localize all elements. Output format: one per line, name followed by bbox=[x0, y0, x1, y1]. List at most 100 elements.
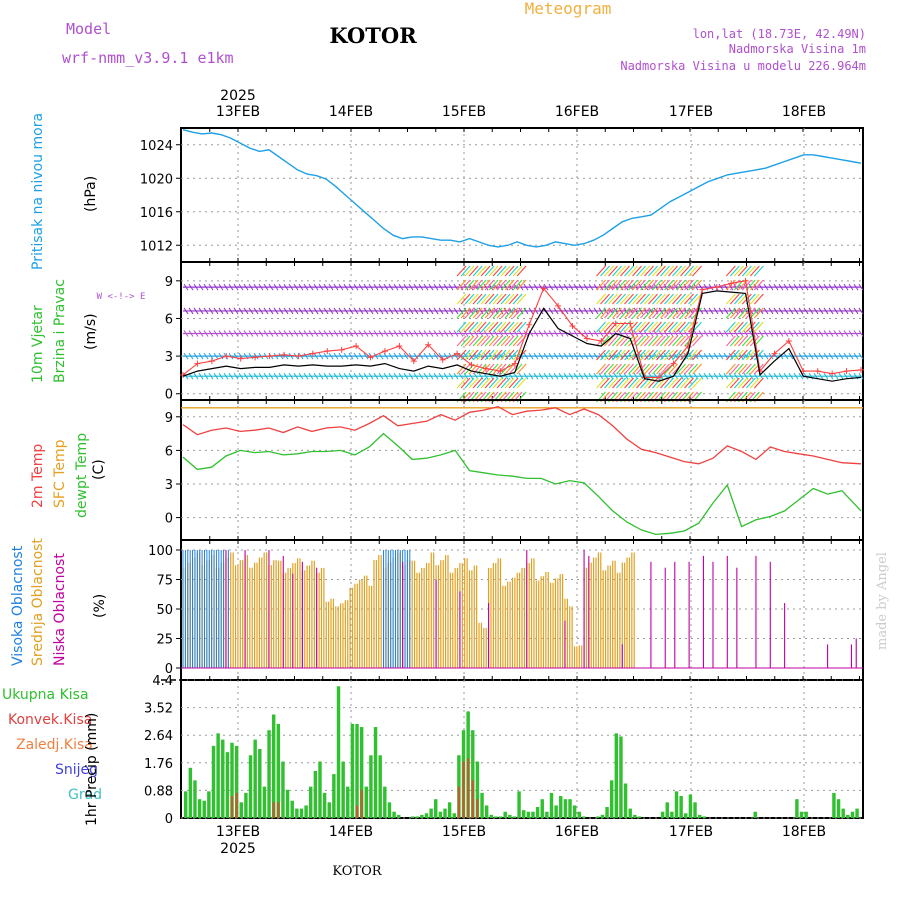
meteogram-title: Meteogram bbox=[525, 0, 612, 18]
precip-bar bbox=[212, 746, 215, 818]
wind-storm-hatch bbox=[477, 294, 486, 304]
wind-storm-hatch bbox=[633, 378, 642, 388]
wind-storm-hatch bbox=[613, 378, 622, 388]
wind-storm-hatch bbox=[617, 266, 626, 276]
wind-storm-hatch bbox=[621, 294, 630, 304]
wind-storm-hatch bbox=[625, 294, 634, 304]
wind-storm-hatch bbox=[645, 266, 654, 276]
wind-storm-hatch bbox=[493, 336, 502, 346]
wind-ytick-label: 3 bbox=[165, 350, 173, 365]
wind-storm-hatch bbox=[457, 322, 466, 332]
wind-storm-hatch bbox=[625, 266, 634, 276]
wind-direction-legend: W <-!-> E bbox=[97, 292, 146, 302]
precip-bar bbox=[420, 815, 423, 818]
wind-storm-hatch bbox=[621, 266, 630, 276]
wind-storm-hatch bbox=[633, 322, 642, 332]
precip-bar bbox=[304, 805, 307, 818]
temp2m-title: 2m Temp bbox=[30, 444, 46, 508]
wind-storm-hatch bbox=[621, 280, 630, 290]
bottom-year: 2025 bbox=[220, 841, 256, 857]
precip-bar bbox=[531, 812, 534, 818]
precip-bar bbox=[240, 802, 243, 818]
wind-storm-hatch bbox=[601, 294, 610, 304]
wind-storm-hatch bbox=[681, 294, 690, 304]
wind-storm-hatch bbox=[730, 266, 739, 276]
wind-storm-hatch bbox=[669, 336, 678, 346]
wind-storm-hatch bbox=[754, 266, 763, 276]
wind-storm-hatch bbox=[601, 364, 610, 374]
precip-bar bbox=[578, 812, 581, 818]
wind-storm-hatch bbox=[649, 266, 658, 276]
temp-ytick-label: 6 bbox=[165, 444, 173, 459]
precip-bar bbox=[513, 816, 516, 818]
wind-storm-hatch bbox=[597, 350, 606, 360]
wind-storm-hatch bbox=[513, 322, 522, 332]
wind-storm-hatch bbox=[517, 322, 526, 332]
wind-storm-hatch bbox=[617, 336, 626, 346]
precip-bar bbox=[601, 815, 604, 818]
wind-storm-hatch bbox=[689, 294, 698, 304]
wind-storm-hatch bbox=[673, 308, 682, 318]
wind-storm-hatch bbox=[746, 266, 755, 276]
wind-storm-hatch bbox=[601, 266, 610, 276]
wind-storm-hatch bbox=[457, 294, 466, 304]
conv-precip-bar bbox=[476, 799, 478, 818]
wind-storm-hatch bbox=[461, 322, 470, 332]
wind-storm-hatch bbox=[457, 336, 466, 346]
precip-bar bbox=[855, 809, 858, 818]
wind-storm-hatch bbox=[665, 378, 674, 388]
wind-storm-hatch bbox=[597, 294, 606, 304]
wind-storm-hatch bbox=[481, 322, 490, 332]
conv-precip-bar bbox=[272, 802, 274, 818]
precip-bar bbox=[290, 801, 293, 818]
wind-storm-hatch bbox=[477, 322, 486, 332]
wind-storm-hatch bbox=[629, 294, 638, 304]
bottom-day-label: 16FEB bbox=[555, 824, 599, 840]
pressure-frame bbox=[181, 128, 863, 262]
wind-storm-hatch bbox=[609, 378, 618, 388]
wind-storm-hatch bbox=[465, 294, 474, 304]
pressure-ytick-label: 1024 bbox=[140, 139, 173, 154]
wind-unit: (m/s) bbox=[83, 313, 99, 350]
bottom-day-label: 13FEB bbox=[216, 824, 260, 840]
wind-storm-hatch bbox=[665, 266, 674, 276]
precip-bar bbox=[503, 812, 506, 818]
precip-bar bbox=[332, 774, 335, 818]
wind-storm-hatch bbox=[693, 364, 702, 374]
wind-storm-hatch bbox=[605, 294, 614, 304]
wind-storm-hatch bbox=[746, 378, 755, 388]
precip-bar bbox=[846, 815, 849, 818]
precip-bar bbox=[610, 780, 613, 818]
wind-storm-hatch bbox=[505, 378, 514, 388]
conv-precip-bar bbox=[231, 796, 233, 818]
conv-precip-bar bbox=[235, 793, 237, 818]
wind-storm-hatch bbox=[457, 308, 466, 318]
precip-bar bbox=[443, 809, 446, 818]
pressure-labels: Pritisak na nivou mora (hPa) bbox=[30, 113, 99, 270]
precip-bar bbox=[619, 736, 622, 818]
temp-ytick-label: 0 bbox=[165, 512, 173, 527]
wind-storm-hatch bbox=[605, 336, 614, 346]
wind-storm-hatch bbox=[681, 266, 690, 276]
precip-bar bbox=[485, 805, 488, 818]
wind-storm-hatch bbox=[641, 336, 650, 346]
wind-storm-hatch bbox=[605, 364, 614, 374]
cloud-ytick-label: 50 bbox=[156, 603, 173, 618]
precip-bar bbox=[573, 805, 576, 818]
wind-storm-hatch bbox=[645, 364, 654, 374]
wind-storm-hatch bbox=[497, 336, 506, 346]
precip-bar bbox=[837, 799, 840, 818]
precip-bar bbox=[545, 812, 548, 818]
wind-storm-hatch bbox=[481, 336, 490, 346]
precip-bar bbox=[670, 812, 673, 818]
wind-storm-hatch bbox=[489, 336, 498, 346]
wind-storm-hatch bbox=[513, 308, 522, 318]
wind-storm-hatch bbox=[641, 266, 650, 276]
wind-storm-hatch bbox=[726, 322, 735, 332]
wind-storm-hatch bbox=[726, 266, 735, 276]
precip-bar bbox=[480, 793, 483, 818]
wind-storm-hatch bbox=[517, 266, 526, 276]
precip-bar bbox=[374, 727, 377, 818]
wind-storm-hatch bbox=[473, 308, 482, 318]
precip-bar bbox=[346, 787, 349, 818]
